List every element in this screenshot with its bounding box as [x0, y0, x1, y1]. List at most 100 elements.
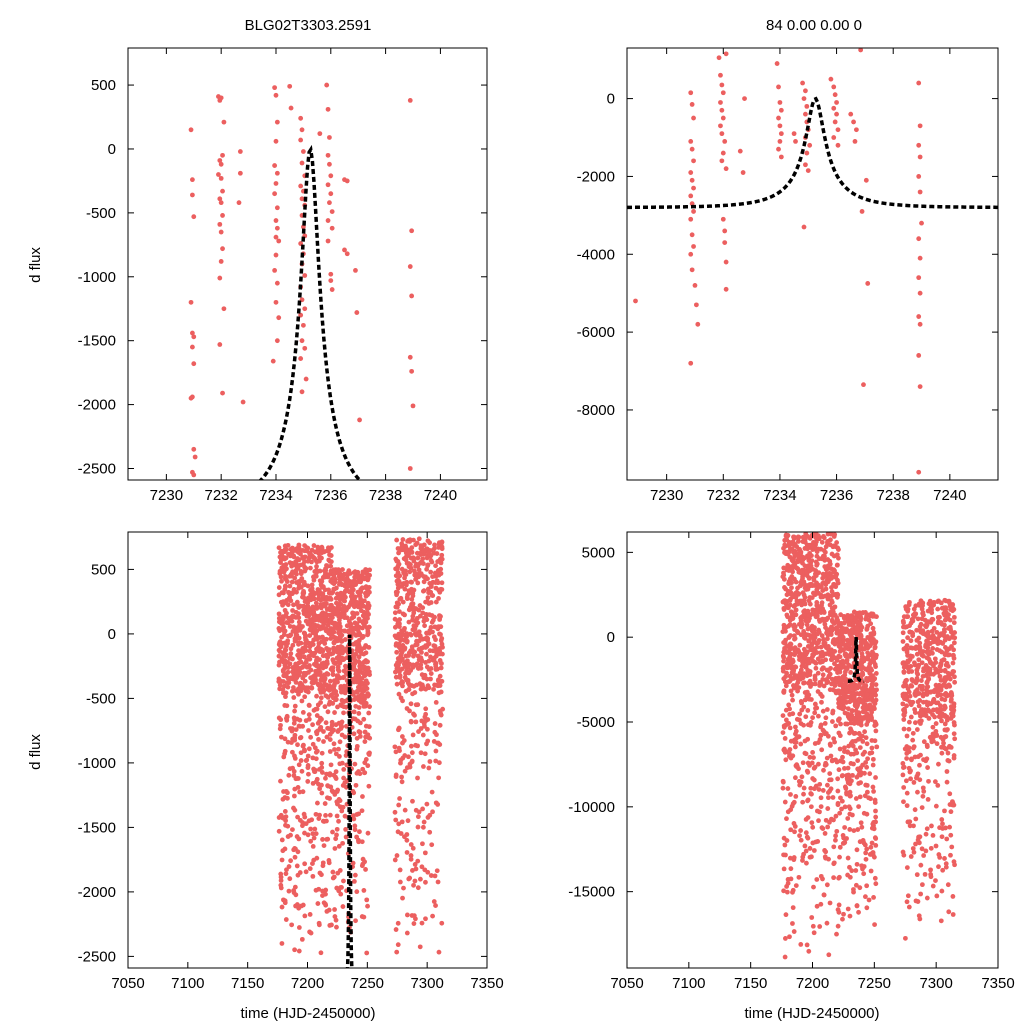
data-point	[925, 765, 930, 770]
data-point	[903, 778, 909, 784]
data-point	[836, 653, 842, 659]
data-point	[804, 622, 810, 628]
data-point	[947, 617, 953, 623]
data-point	[916, 657, 922, 663]
data-point	[805, 643, 811, 649]
data-point	[340, 840, 346, 846]
data-point	[336, 605, 342, 610]
data-point	[788, 866, 794, 872]
data-point	[323, 813, 328, 818]
data-point	[869, 695, 875, 701]
data-point	[408, 743, 414, 749]
data-point	[299, 338, 305, 344]
data-point	[863, 683, 869, 688]
data-point	[800, 858, 805, 863]
data-point	[864, 692, 870, 698]
data-point	[688, 216, 694, 222]
data-point	[849, 650, 855, 656]
data-point	[723, 51, 729, 57]
data-point	[439, 920, 445, 926]
data-point	[298, 569, 304, 574]
data-point	[837, 746, 843, 752]
data-point	[792, 576, 797, 582]
data-point	[399, 666, 405, 672]
data-point	[933, 721, 939, 726]
data-point	[393, 604, 399, 610]
data-point	[325, 725, 331, 731]
data-point	[356, 678, 361, 684]
data-point	[865, 645, 871, 651]
data-point	[792, 624, 798, 630]
data-point	[427, 628, 433, 634]
data-point	[828, 628, 834, 634]
data-point	[908, 854, 914, 859]
data-point	[802, 539, 808, 545]
data-point	[809, 820, 815, 826]
data-point	[838, 795, 843, 801]
data-point	[295, 742, 300, 748]
data-point	[282, 666, 287, 672]
data-point	[412, 618, 418, 624]
data-point	[836, 688, 842, 694]
data-point	[357, 771, 363, 777]
data-point	[331, 574, 337, 580]
data-point	[854, 625, 860, 631]
data-point	[338, 726, 344, 731]
data-point	[831, 135, 837, 140]
data-point	[334, 885, 340, 891]
y-tick-label: -2500	[78, 948, 116, 965]
data-point	[300, 820, 306, 826]
data-point	[359, 665, 365, 670]
data-point	[272, 267, 278, 273]
panel-title-left: BLG02T3303.2591	[245, 17, 372, 34]
data-point	[290, 614, 296, 620]
data-point	[438, 638, 444, 643]
data-point	[818, 722, 824, 728]
data-point	[909, 683, 915, 689]
data-point	[337, 601, 343, 606]
x-tick-label: 7200	[291, 975, 324, 992]
data-point	[817, 809, 822, 815]
data-point	[935, 606, 941, 612]
data-point	[835, 580, 841, 586]
data-point	[851, 621, 856, 627]
data-point	[783, 717, 789, 723]
data-point	[289, 579, 295, 585]
data-point	[807, 142, 813, 148]
data-point	[870, 631, 876, 637]
data-point	[424, 555, 430, 561]
data-point	[327, 737, 333, 742]
data-point	[397, 596, 403, 602]
data-point	[859, 651, 865, 657]
data-point	[829, 593, 834, 599]
data-point	[939, 750, 945, 756]
data-point	[329, 287, 335, 292]
data-point	[822, 549, 828, 555]
data-point	[395, 621, 401, 627]
data-point	[847, 913, 853, 919]
data-point	[825, 636, 830, 642]
data-point	[927, 649, 933, 655]
data-point	[340, 804, 346, 810]
data-point	[314, 616, 320, 622]
data-point	[831, 105, 837, 111]
data-point	[834, 540, 840, 545]
data-point	[864, 846, 870, 852]
data-point	[335, 664, 341, 670]
data-point	[314, 564, 319, 569]
data-point	[283, 694, 288, 700]
chart-panel-0: 7230 7232 7234 7236 7238 72405000-500-1000-15…	[78, 47, 488, 504]
data-point	[330, 869, 336, 875]
data-point	[870, 625, 876, 631]
data-point	[783, 533, 789, 539]
data-point	[300, 902, 306, 908]
data-point	[797, 547, 803, 553]
data-point	[314, 731, 320, 737]
data-point	[824, 920, 830, 926]
data-point	[324, 659, 330, 664]
data-point	[420, 806, 425, 812]
data-point	[872, 800, 878, 805]
data-point	[869, 689, 875, 694]
data-point	[797, 583, 803, 589]
data-point	[333, 595, 339, 601]
